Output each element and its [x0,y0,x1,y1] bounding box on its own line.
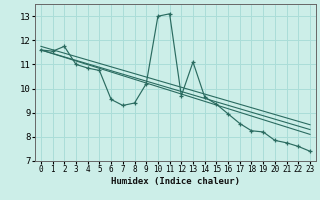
X-axis label: Humidex (Indice chaleur): Humidex (Indice chaleur) [111,177,240,186]
